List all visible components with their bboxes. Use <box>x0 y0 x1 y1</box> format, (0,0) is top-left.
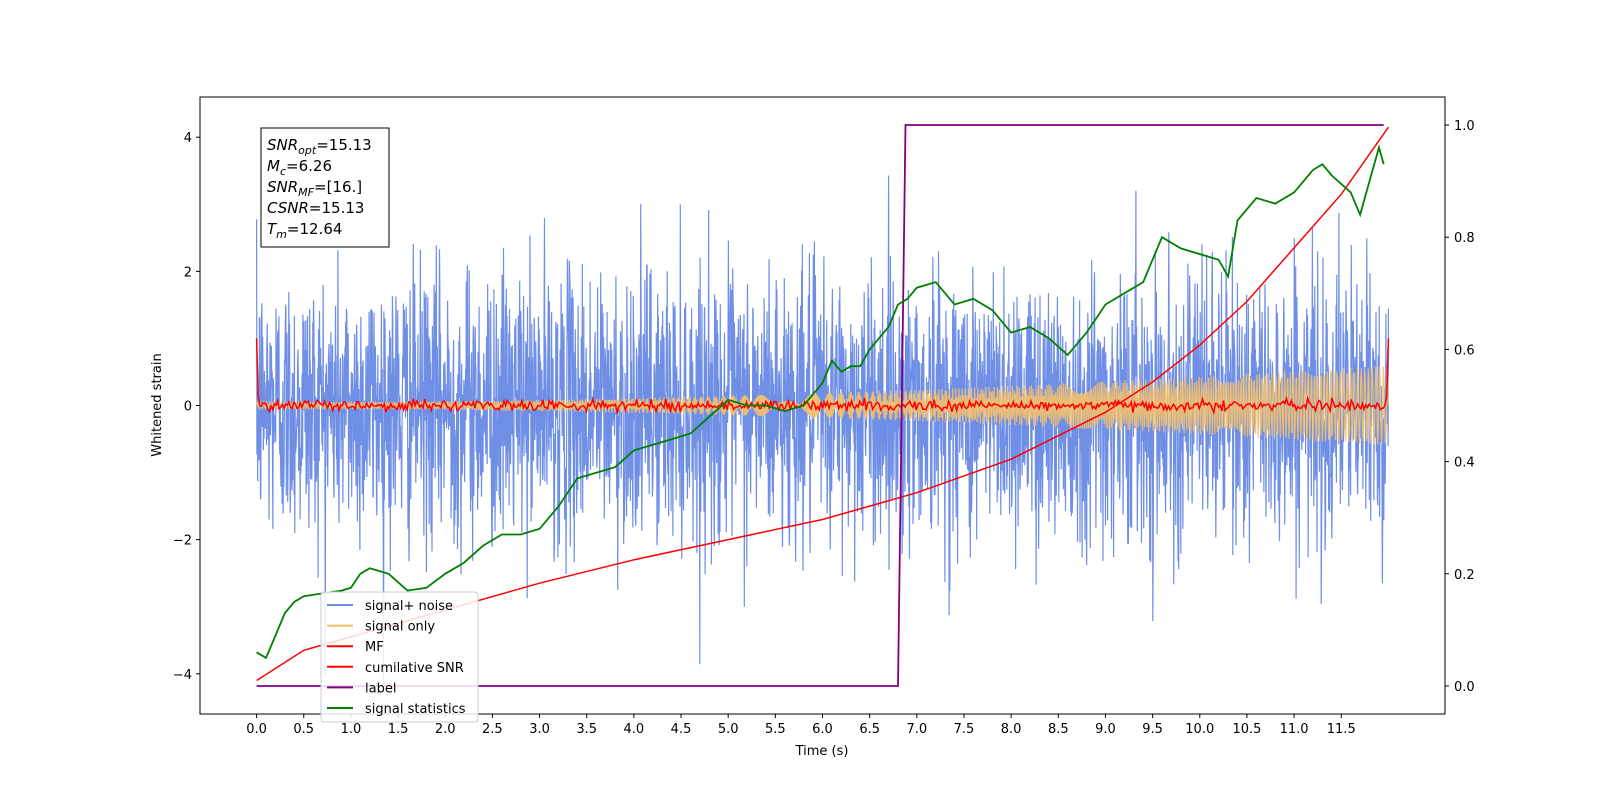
y-tick-right-label: 0.8 <box>1454 231 1475 246</box>
x-tick-label: 6.0 <box>812 722 833 737</box>
x-tick-label: 3.0 <box>529 722 550 737</box>
x-tick-label: 3.5 <box>576 722 597 737</box>
x-tick-label: 2.5 <box>482 722 503 737</box>
x-tick-label: 5.5 <box>765 722 786 737</box>
x-tick-label: 4.5 <box>671 722 692 737</box>
stats-box: SNRopt=15.13Mc=6.26SNRMF=[16.]CSNR=15.13… <box>260 127 390 248</box>
y-tick-right-label: 1.0 <box>1454 119 1475 134</box>
x-axis-label: Time (s) <box>795 744 849 759</box>
stats-line: Tm=12.64 <box>267 220 342 241</box>
x-tick-label: 4.0 <box>624 722 645 737</box>
x-tick-label: 9.5 <box>1142 722 1163 737</box>
x-tick-label: 7.0 <box>906 722 927 737</box>
legend-label: signal+ noise <box>365 599 453 614</box>
stats-line: SNRopt=15.13 <box>267 136 372 157</box>
x-tick-label: 0.5 <box>293 722 314 737</box>
stats-line: CSNR=15.13 <box>267 199 364 217</box>
x-tick-label: 6.5 <box>859 722 880 737</box>
x-tick-label: 5.0 <box>718 722 739 737</box>
legend-label: signal statistics <box>365 702 466 717</box>
series-label <box>256 124 1384 687</box>
x-tick-label: 10.5 <box>1232 722 1261 737</box>
x-tick-label: 11.0 <box>1280 722 1309 737</box>
x-tick-label: 1.0 <box>341 722 362 737</box>
x-tick-label: 11.5 <box>1327 722 1356 737</box>
x-tick-label: 8.0 <box>1001 722 1022 737</box>
series-signal-noise <box>256 175 1389 687</box>
x-tick-label: 9.0 <box>1095 722 1116 737</box>
x-tick-label: 2.0 <box>435 722 456 737</box>
legend-label: cumilative SNR <box>365 661 464 676</box>
x-tick-label: 7.5 <box>954 722 975 737</box>
y-tick-right-label: 0.2 <box>1454 568 1475 583</box>
x-tick-label: 10.0 <box>1185 722 1214 737</box>
ticks-layer: 0.0 0.5 1.0 1.5 2.0 2.5 3.0 3.5 4.0 4.5 5.0 5.5 6.0 6… <box>173 119 1475 737</box>
y-tick-left-label: 2 <box>184 265 192 280</box>
y-tick-right-label: 0.4 <box>1454 456 1475 471</box>
series-mf <box>255 338 1390 416</box>
stats-line: Mc=6.26 <box>267 157 332 178</box>
y-tick-right-label: 0.0 <box>1454 680 1475 695</box>
x-tick-label: 8.5 <box>1048 722 1069 737</box>
y-tick-left-label: 0 <box>184 400 192 415</box>
x-tick-label: 1.5 <box>388 722 409 737</box>
y-tick-right-label: 0.6 <box>1454 343 1475 358</box>
y-tick-left-label: −2 <box>173 534 192 549</box>
y-tick-left-label: −4 <box>173 668 192 683</box>
stats-line: SNRMF=[16.] <box>267 178 362 199</box>
y-axis-label: Whitened strain <box>150 353 165 456</box>
x-tick-label: 0.0 <box>246 722 267 737</box>
legend-frame <box>320 591 479 723</box>
legend-label: label <box>365 681 396 696</box>
legend: signal+ noise signal only MF cumilative SNR… <box>320 591 479 723</box>
y-tick-left-label: 4 <box>184 131 192 146</box>
stats-box-frame <box>260 127 390 248</box>
legend-label: signal only <box>365 620 435 635</box>
series-signal-statistics <box>256 144 1385 660</box>
legend-label: MF <box>365 640 384 655</box>
